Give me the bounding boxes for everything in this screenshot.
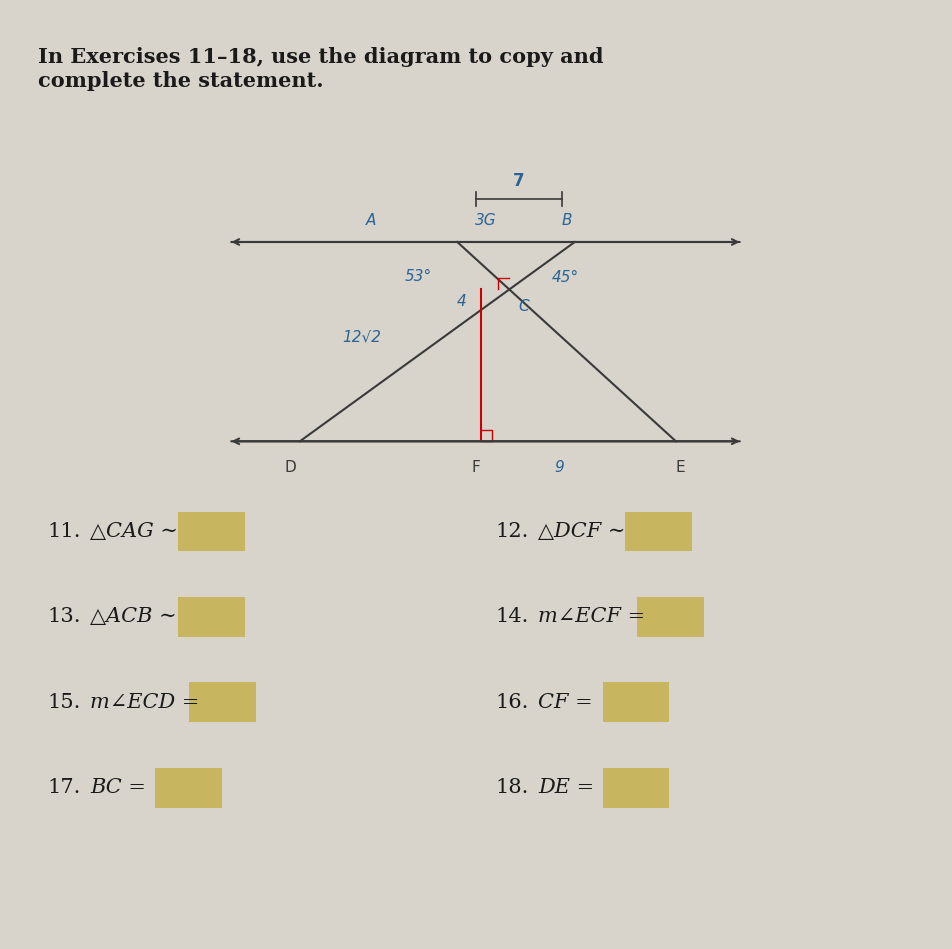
Text: 12√2: 12√2 (343, 329, 381, 344)
Text: 4: 4 (457, 294, 466, 309)
Text: CF =: CF = (538, 693, 592, 712)
Text: E: E (676, 460, 685, 475)
Text: m∠ECF =: m∠ECF = (538, 607, 645, 626)
Text: 11.: 11. (48, 522, 81, 541)
Text: 7: 7 (513, 172, 525, 190)
Text: m∠ECD =: m∠ECD = (90, 693, 200, 712)
Bar (637, 597, 704, 637)
Text: 9: 9 (554, 460, 565, 475)
Text: C: C (519, 299, 529, 314)
Text: B: B (561, 213, 572, 228)
Text: In Exercises 11–18, use the diagram to copy and
complete the statement.: In Exercises 11–18, use the diagram to c… (38, 47, 604, 91)
Text: 3G: 3G (475, 213, 496, 228)
Bar (178, 512, 245, 551)
Text: 13.: 13. (48, 607, 81, 626)
Text: A: A (367, 213, 376, 228)
Text: 18.: 18. (495, 778, 528, 797)
Bar (178, 597, 245, 637)
Text: 15.: 15. (48, 693, 81, 712)
Bar (603, 768, 669, 808)
Text: △ACB ∼: △ACB ∼ (90, 607, 177, 626)
Text: 53°: 53° (405, 269, 431, 284)
Text: DE =: DE = (538, 778, 594, 797)
Bar (155, 768, 222, 808)
Text: 14.: 14. (495, 607, 528, 626)
Text: △CAG ∼: △CAG ∼ (90, 522, 178, 541)
Bar (603, 682, 669, 722)
Bar (625, 512, 692, 551)
Text: 45°: 45° (552, 270, 579, 286)
Text: BC =: BC = (90, 778, 147, 797)
Text: D: D (285, 460, 296, 475)
Text: 17.: 17. (48, 778, 81, 797)
Bar (189, 682, 256, 722)
Text: F: F (471, 460, 481, 475)
Text: 16.: 16. (495, 693, 528, 712)
Text: △DCF ∼: △DCF ∼ (538, 522, 625, 541)
Text: 12.: 12. (495, 522, 528, 541)
